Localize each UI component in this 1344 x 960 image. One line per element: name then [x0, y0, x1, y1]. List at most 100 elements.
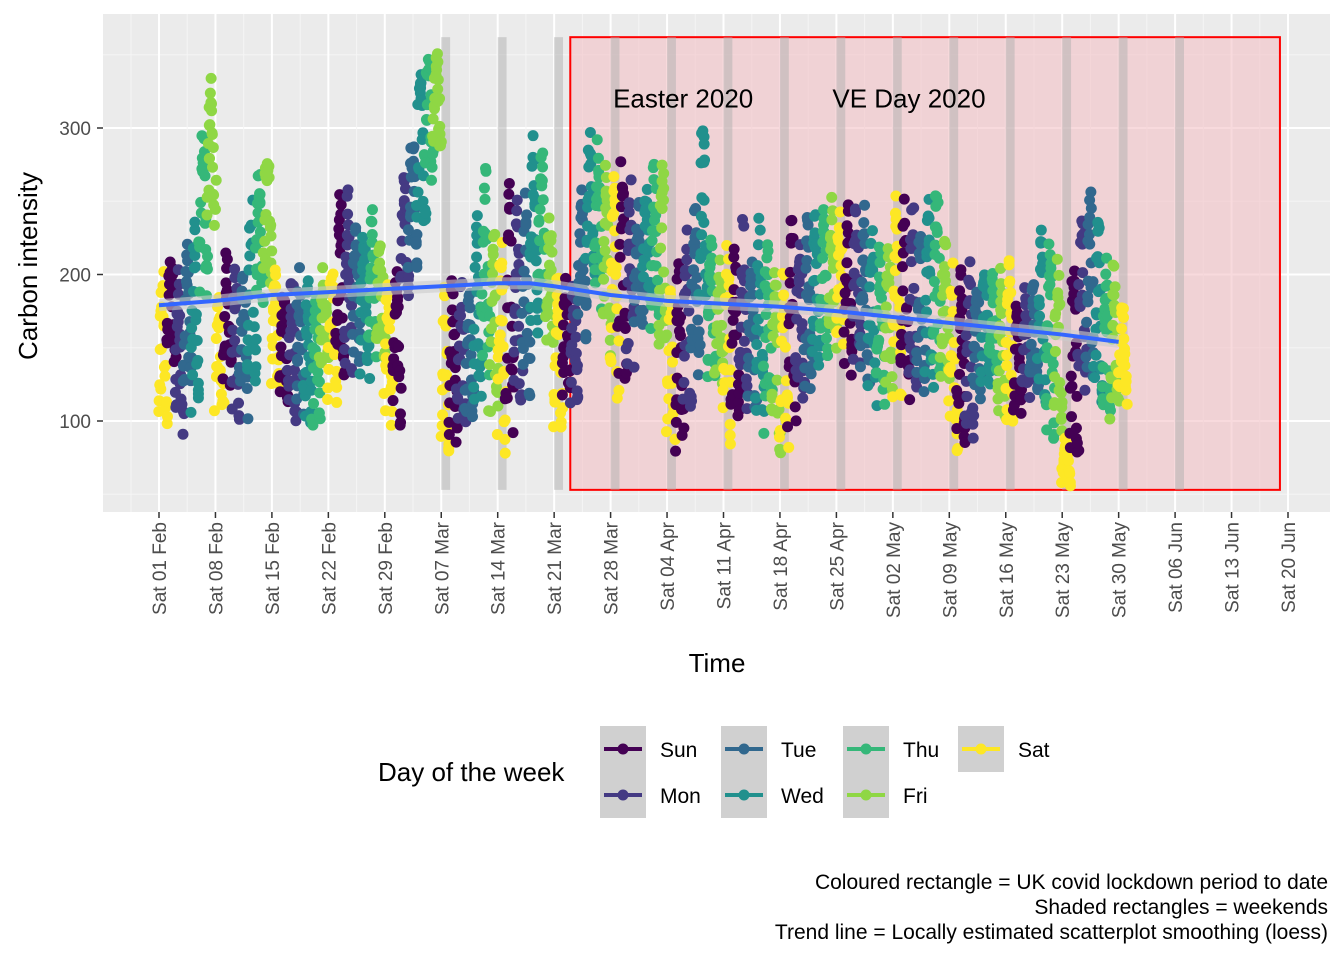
data-point [623, 206, 635, 218]
data-point [645, 323, 657, 335]
data-point [537, 147, 549, 159]
data-point [1001, 360, 1013, 372]
legend-item-mon: Mon [600, 772, 701, 818]
data-point [782, 421, 794, 433]
x-tick-label: Sat 30 May [1110, 522, 1131, 619]
data-point [954, 368, 966, 380]
data-point [661, 329, 673, 341]
data-point [338, 369, 350, 381]
data-point [187, 369, 199, 381]
annotation-label: Easter 2020 [613, 84, 753, 114]
data-point [161, 396, 173, 408]
data-point [1083, 228, 1095, 240]
data-point [784, 277, 796, 289]
data-point [301, 329, 313, 341]
y-tick-label: 100 [59, 412, 91, 433]
legend-label: Mon [660, 785, 701, 808]
data-point [313, 407, 325, 419]
data-point [387, 380, 399, 392]
data-point [556, 389, 568, 401]
data-point [432, 74, 444, 86]
data-point [290, 415, 302, 427]
data-point [952, 443, 964, 455]
data-point [417, 195, 429, 207]
data-point [619, 322, 631, 334]
data-point [1119, 348, 1131, 360]
data-point [858, 217, 870, 229]
data-point [521, 209, 533, 221]
x-tick-label: Sat 20 Jun [1279, 522, 1300, 613]
data-point [678, 350, 690, 362]
data-point [270, 269, 282, 281]
data-point [357, 231, 369, 243]
data-point [1053, 269, 1065, 281]
data-point [208, 189, 220, 201]
data-point [935, 370, 947, 382]
data-point [1003, 255, 1015, 267]
data-point [932, 196, 944, 208]
data-point [920, 294, 932, 306]
data-point [431, 48, 443, 60]
data-point [248, 321, 260, 333]
data-point [210, 333, 222, 345]
data-point [464, 302, 476, 314]
data-point [263, 172, 275, 184]
data-point [233, 413, 245, 425]
data-point [964, 256, 976, 268]
data-point [511, 205, 523, 217]
weekend-rect [1118, 37, 1128, 490]
data-point [805, 368, 817, 380]
data-point [1089, 372, 1101, 384]
data-point [967, 418, 979, 430]
data-point [505, 235, 517, 247]
data-point [426, 174, 438, 186]
data-point [208, 219, 220, 231]
data-point [975, 366, 987, 378]
data-point [468, 381, 480, 393]
data-point [393, 341, 405, 353]
data-point [866, 225, 878, 237]
data-point [395, 382, 407, 394]
data-point [190, 261, 202, 273]
legend-title: Day of the week [378, 757, 565, 787]
data-point [331, 396, 343, 408]
data-point [545, 230, 557, 242]
data-point [475, 390, 487, 402]
data-point [692, 314, 704, 326]
data-point [294, 262, 306, 274]
data-point [511, 194, 523, 206]
data-point [205, 72, 217, 84]
data-point [1120, 384, 1132, 396]
data-point [366, 204, 378, 216]
data-point [793, 276, 805, 288]
data-point [543, 212, 555, 224]
data-point [908, 202, 920, 214]
data-point [571, 359, 583, 371]
data-point [204, 152, 216, 164]
data-point [384, 323, 396, 335]
data-point [1037, 258, 1049, 270]
x-tick-label: Sat 23 May [1053, 522, 1074, 619]
data-point [1087, 276, 1099, 288]
data-point [513, 378, 525, 390]
data-point [944, 362, 956, 374]
data-point [189, 224, 201, 236]
data-point [408, 141, 420, 153]
data-point [1070, 422, 1082, 434]
data-point [1055, 387, 1067, 399]
data-point [766, 392, 778, 404]
data-point [1066, 411, 1078, 423]
data-point [307, 419, 319, 431]
data-point [724, 418, 736, 430]
data-point [487, 268, 499, 280]
data-point [1047, 358, 1059, 370]
data-point [313, 376, 325, 388]
data-point [322, 382, 334, 394]
data-point [890, 190, 902, 202]
data-point [415, 77, 427, 89]
data-point [426, 161, 438, 173]
data-point [524, 352, 536, 364]
data-point [254, 196, 266, 208]
weekend-rect [892, 37, 902, 490]
data-point [386, 405, 398, 417]
